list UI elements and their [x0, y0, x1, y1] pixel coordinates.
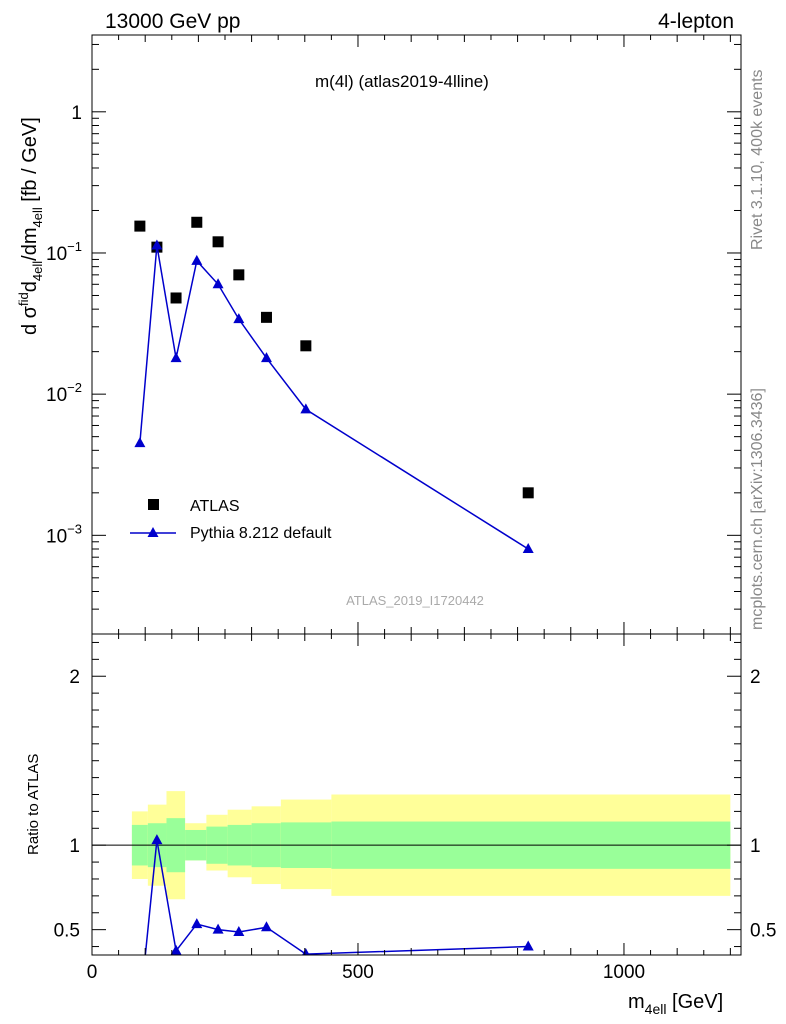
legend-atlas-label: ATLAS: [190, 498, 240, 515]
ratio-point: [170, 944, 182, 955]
x-tick-label: 0: [87, 962, 98, 983]
pythia-point: [233, 313, 245, 324]
atlas-point: [191, 216, 203, 228]
header-left: 13000 GeV pp: [105, 10, 240, 33]
ratio-point: [233, 926, 245, 937]
mcplots-label: mcplots.cern.ch [arXiv:1306.3436]: [749, 388, 766, 630]
pythia-point: [191, 254, 203, 265]
ratio-y-tick-label-right: 2: [750, 667, 761, 688]
svg-text:d σfidd4ell/dm4ell [fb / GeV]: d σfidd4ell/dm4ell [fb / GeV]: [16, 117, 45, 335]
ratio-panel: 0.5 0.5 1 1 2 2 0 500 1000: [54, 633, 776, 1013]
y-tick-label: 10−1: [46, 239, 82, 265]
x-tick-label: 1000: [603, 962, 645, 983]
rivet-label: Rivet 3.1.10, 400k events: [749, 69, 766, 250]
ylabel-part: /dm: [19, 228, 41, 261]
ratio-y-tick-label-right: 1: [750, 836, 761, 857]
ylabel-part: d σ: [19, 305, 41, 335]
ratio-point: [191, 918, 203, 929]
pythia-point: [260, 352, 272, 363]
ratio-y-tick-label: 2: [69, 667, 80, 688]
ratio-point: [260, 921, 272, 932]
ylabel-part: fid: [16, 292, 31, 306]
legend-pythia-marker: [147, 527, 159, 537]
ratio-y-axis-label: Ratio to ATLAS: [25, 754, 42, 855]
ratio-y-tick-label-right: 0.5: [750, 921, 776, 942]
pythia-point: [522, 543, 534, 554]
legend: ATLAS Pythia 8.212 default: [130, 498, 332, 542]
atlas-point: [233, 269, 245, 281]
ylabel-part: [fb / GeV]: [19, 117, 41, 207]
tick-exp: −3: [67, 521, 82, 536]
ylabel-part: 4ell: [30, 261, 45, 281]
x-tick-label: 500: [342, 962, 374, 983]
ratio-y-tick-label: 1: [69, 836, 80, 857]
ratio-y-tick-label: 0.5: [54, 921, 80, 942]
pythia-point: [300, 403, 312, 414]
ratio-point: [212, 923, 224, 934]
pythia-point: [170, 352, 182, 363]
atlas-point: [170, 292, 182, 304]
y-tick-label: 10−3: [46, 521, 82, 547]
atlas-point: [134, 220, 146, 232]
main-y-axis-label: d σfidd4ell/dm4ell [fb / GeV]: [16, 117, 45, 335]
main-title: m(4l) (atlas2019-4lline): [315, 72, 489, 91]
tick-base: 10: [46, 385, 67, 406]
ratio-point: [134, 1003, 145, 1013]
atlas-point: [212, 236, 224, 248]
y-tick-label: 10−2: [46, 380, 82, 406]
header-right: 4-lepton: [658, 10, 734, 33]
ylabel-part: d: [19, 281, 41, 292]
legend-pythia-label: Pythia 8.212 default: [190, 525, 332, 542]
y-tick-label: 1: [71, 103, 82, 124]
ratio-point: [522, 940, 534, 951]
tick-base: 10: [46, 526, 67, 547]
pythia-point: [151, 239, 163, 250]
watermark: ATLAS_2019_I1720442: [346, 593, 484, 608]
main-frame: [91, 34, 742, 635]
legend-atlas-marker: [148, 499, 159, 510]
x-axis-label: m4ell [GeV]: [628, 991, 723, 1017]
ratio-point: [151, 834, 163, 845]
atlas-point: [300, 340, 312, 352]
tick-exp: −2: [67, 380, 82, 395]
ylabel-part: 4ell: [30, 207, 45, 227]
tick-exp: −1: [67, 239, 82, 254]
ratio-point: [302, 948, 310, 955]
pythia-point: [134, 437, 146, 448]
tick-base: 10: [46, 244, 67, 265]
pythia-point: [212, 278, 224, 289]
main-panel: 10−310−210−11: [46, 34, 742, 635]
atlas-point: [260, 311, 272, 323]
svg-text:m4ell [GeV]: m4ell [GeV]: [628, 991, 723, 1017]
atlas-point: [522, 487, 534, 499]
ratio-inner: [92, 791, 741, 1013]
